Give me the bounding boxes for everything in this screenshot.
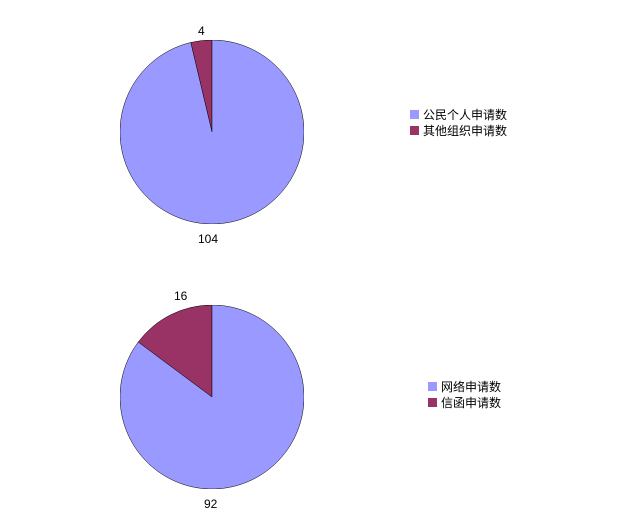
pie-slice (120, 40, 304, 224)
pie-1-value-label-0: 104 (198, 232, 218, 246)
pie-2-value-label-0: 92 (204, 497, 217, 511)
legend-item: 网络申请数 (428, 378, 501, 394)
pie-2-value-label-1: 16 (174, 289, 187, 303)
legend-label: 其他组织申请数 (423, 122, 507, 139)
pie-1-graphic (120, 40, 304, 224)
legend-label: 网络申请数 (441, 378, 501, 395)
pie-1-value-label-1: 4 (198, 24, 205, 38)
pie-2-legend: 网络申请数 信函申请数 (428, 378, 501, 410)
legend-swatch-icon (428, 382, 437, 391)
legend-label: 信函申请数 (441, 394, 501, 411)
pie-1-legend: 公民个人申请数 其他组织申请数 (410, 106, 507, 138)
legend-swatch-icon (410, 126, 419, 135)
legend-swatch-icon (410, 110, 419, 119)
legend-item: 其他组织申请数 (410, 122, 507, 138)
legend-label: 公民个人申请数 (423, 106, 507, 123)
legend-swatch-icon (428, 398, 437, 407)
pie-chart-1: 104 4 (120, 40, 304, 224)
legend-item: 公民个人申请数 (410, 106, 507, 122)
pie-chart-2: 92 16 (120, 305, 304, 489)
pie-2-graphic (120, 305, 304, 489)
chart-canvas: 104 4 公民个人申请数 其他组织申请数 92 16 网络申请数 信函申请数 (0, 0, 630, 532)
legend-item: 信函申请数 (428, 394, 501, 410)
